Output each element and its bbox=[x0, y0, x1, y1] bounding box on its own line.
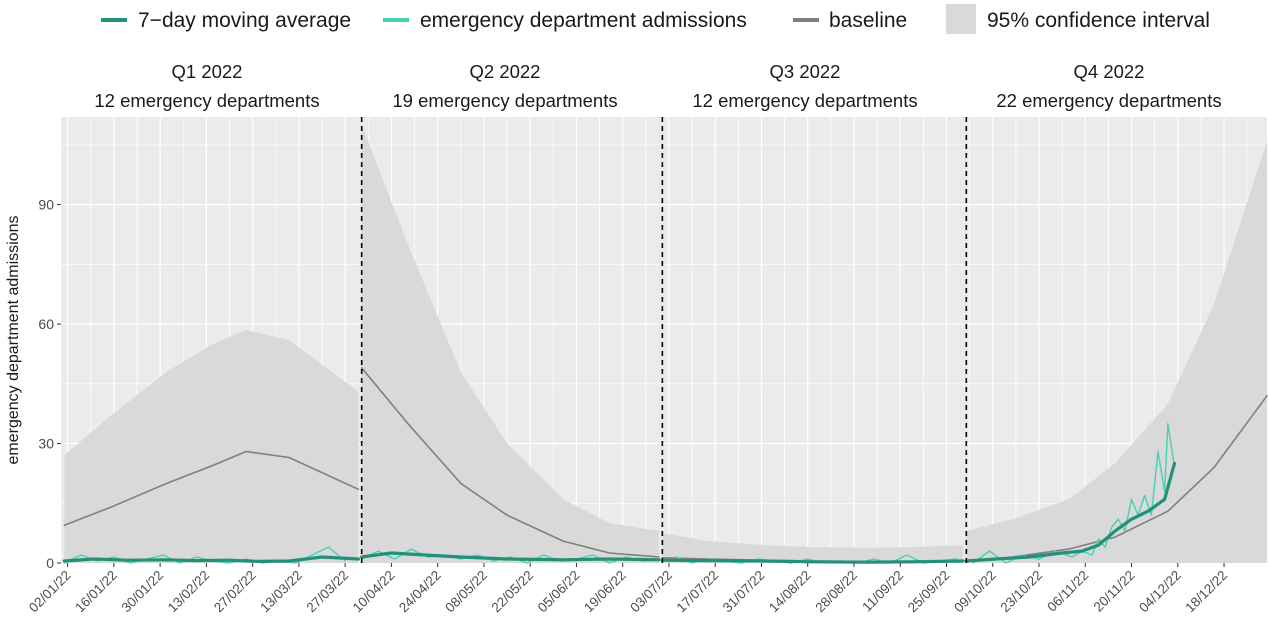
quarter-labels: Q1 2022 12 emergency departments Q2 2022… bbox=[94, 61, 1221, 111]
x-tick-label: 25/09/22 bbox=[905, 568, 953, 616]
quarter-label-q2: Q2 2022 bbox=[470, 61, 541, 82]
legend: 7−day moving average emergency departmen… bbox=[101, 4, 1210, 34]
x-tick-label: 09/10/22 bbox=[951, 568, 999, 616]
x-tick-label: 22/05/22 bbox=[489, 568, 537, 616]
x-tick-label: 17/07/22 bbox=[674, 568, 722, 616]
x-tick-label: 13/02/22 bbox=[165, 568, 213, 616]
legend-item-confidence-interval: 95% confidence interval bbox=[946, 4, 1210, 34]
x-tick-label: 13/03/22 bbox=[257, 568, 305, 616]
quarter-subtitle-q3: 12 emergency departments bbox=[692, 90, 917, 111]
y-tick-label: 30 bbox=[38, 436, 54, 452]
legend-item-moving-average: 7−day moving average bbox=[101, 9, 351, 32]
quarter-subtitle-q4: 22 emergency departments bbox=[996, 90, 1221, 111]
x-tick-label: 27/03/22 bbox=[304, 568, 352, 616]
baseline-line bbox=[63, 450, 360, 526]
legend-label-baseline: baseline bbox=[829, 9, 907, 32]
x-tick-label: 04/12/22 bbox=[1136, 568, 1184, 616]
x-tick-label: 06/11/22 bbox=[1044, 568, 1091, 615]
x-tick-label: 11/09/22 bbox=[859, 568, 906, 615]
x-tick-label: 20/11/22 bbox=[1091, 568, 1138, 615]
x-tick-label: 14/08/22 bbox=[766, 568, 814, 616]
series-lines bbox=[62, 367, 1268, 564]
y-tick-label: 90 bbox=[38, 197, 54, 213]
legend-item-admissions: emergency department admissions bbox=[383, 9, 747, 32]
admissions-line bbox=[361, 548, 660, 564]
quarter-label-q3: Q3 2022 bbox=[770, 61, 841, 82]
moving-average-line bbox=[660, 558, 965, 564]
quarter-boundaries bbox=[360, 117, 968, 563]
y-tick-label: 60 bbox=[38, 316, 54, 332]
x-tick-label: 28/08/22 bbox=[812, 568, 860, 616]
x-tick-label: 08/05/22 bbox=[442, 568, 490, 616]
legend-label-admissions: emergency department admissions bbox=[420, 9, 747, 32]
x-tick-label: 31/07/22 bbox=[720, 568, 768, 616]
moving-average-line bbox=[964, 461, 1177, 563]
legend-key-confidence-interval bbox=[946, 4, 976, 34]
quarter-subtitle-q2: 19 emergency departments bbox=[392, 90, 617, 111]
x-tick-label: 05/06/22 bbox=[535, 568, 583, 616]
legend-item-baseline: baseline bbox=[793, 9, 907, 32]
x-tick-label: 16/01/22 bbox=[72, 568, 120, 616]
legend-label-confidence-interval: 95% confidence interval bbox=[987, 9, 1210, 32]
x-tick-label: 30/01/22 bbox=[118, 568, 166, 616]
x-tick-label: 24/04/22 bbox=[396, 568, 444, 616]
baseline-line bbox=[360, 367, 660, 558]
quarter-label-q1: Q1 2022 bbox=[172, 61, 243, 82]
y-axis-label: emergency department admissions bbox=[5, 215, 22, 464]
quarter-label-q4: Q4 2022 bbox=[1074, 61, 1145, 82]
x-tick-label: 23/10/22 bbox=[997, 568, 1045, 616]
x-tick-label: 27/02/22 bbox=[211, 568, 259, 616]
x-tick-label: 18/12/22 bbox=[1182, 568, 1230, 616]
confidence-interval-ribbon bbox=[966, 140, 1267, 563]
x-tick-label: 02/01/22 bbox=[26, 568, 74, 616]
moving-average-line bbox=[62, 555, 360, 563]
x-axis: 02/01/2216/01/2230/01/2213/02/2227/02/22… bbox=[26, 563, 1230, 615]
y-tick-label: 0 bbox=[46, 555, 54, 571]
confidence-interval-ribbon bbox=[64, 330, 359, 563]
y-axis: 0 30 60 90 bbox=[38, 197, 61, 571]
x-tick-label: 10/04/22 bbox=[350, 568, 398, 616]
confidence-interval-ribbon bbox=[662, 533, 963, 563]
legend-label-moving-average: 7−day moving average bbox=[138, 9, 351, 32]
quarter-subtitle-q1: 12 emergency departments bbox=[94, 90, 319, 111]
x-tick-label: 03/07/22 bbox=[627, 568, 675, 616]
confidence-interval-ribbons bbox=[64, 125, 1267, 563]
confidence-interval-ribbon bbox=[361, 125, 659, 563]
moving-average-line bbox=[360, 551, 661, 562]
x-tick-label: 19/06/22 bbox=[581, 568, 629, 616]
